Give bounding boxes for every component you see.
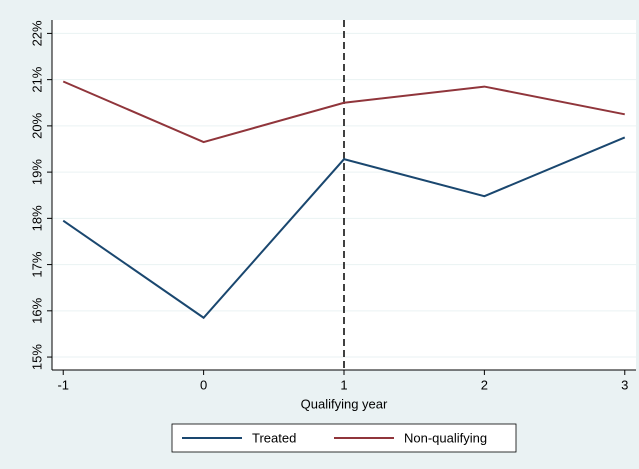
y-tick-label: 15%	[29, 344, 44, 370]
x-tick-label: -1	[57, 377, 69, 392]
y-tick-label: 22%	[29, 20, 44, 46]
x-axis-title: Qualifying year	[301, 396, 388, 411]
series-line	[62, 80, 625, 144]
legend-label: Non-qualifying	[404, 430, 487, 445]
y-tick-label: 21%	[29, 66, 44, 92]
x-tick-label: 0	[200, 377, 207, 392]
legend-label: Treated	[252, 430, 296, 445]
y-tick-label: 20%	[29, 112, 44, 138]
x-tick-label: 2	[481, 377, 488, 392]
x-tick-label: 1	[340, 377, 347, 392]
x-tick-label: 3	[621, 377, 628, 392]
y-tick-label: 17%	[29, 251, 44, 277]
y-tick-label: 16%	[29, 297, 44, 323]
series-line	[62, 136, 626, 320]
y-tick-label: 18%	[29, 205, 44, 231]
y-tick-label: 19%	[29, 159, 44, 185]
